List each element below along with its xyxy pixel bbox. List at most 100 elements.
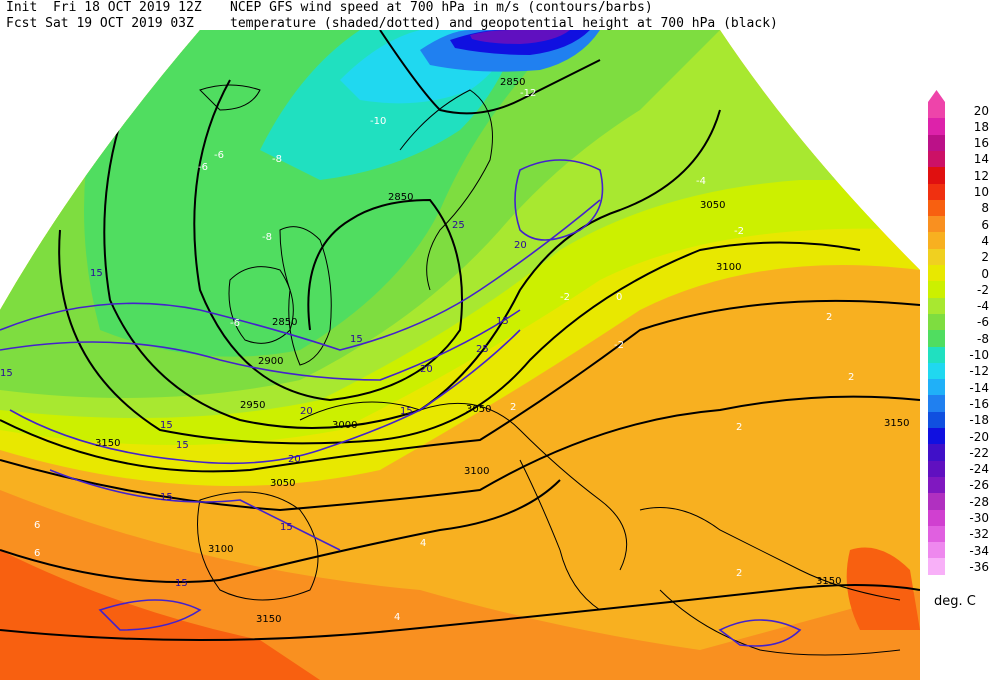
legend-swatch <box>928 476 945 494</box>
legend-swatch <box>928 183 945 201</box>
legend-swatch <box>928 313 945 331</box>
legend-swatch <box>928 150 945 168</box>
legend-entry: 6 <box>928 216 989 234</box>
legend-label: -34 <box>969 543 989 558</box>
height-labels: 2850 2850 2850 2900 2950 3000 3050 3050 … <box>95 77 909 625</box>
legend-arrow-top <box>928 90 945 102</box>
wind-speed-contours <box>0 159 802 647</box>
wind-label: 15 <box>175 578 188 589</box>
legend-swatch <box>928 395 945 413</box>
legend-entry: -22 <box>928 444 989 462</box>
legend-label: 18 <box>973 119 989 134</box>
wind-label: 15 <box>160 420 173 431</box>
wind-label: 15 <box>0 368 13 379</box>
init-time-label: Init Fri 18 OCT 2019 12Z <box>6 0 202 15</box>
deep-orange-region <box>0 550 320 680</box>
temperature-label: 2 <box>736 568 742 579</box>
legend-entry: 14 <box>928 150 989 168</box>
temperature-label: 2 <box>510 402 516 413</box>
height-label: 3150 <box>95 438 120 449</box>
map-header: Init Fri 18 OCT 2019 12Z Fcst Sat 19 OCT… <box>6 0 778 80</box>
legend-swatch <box>928 216 945 234</box>
height-label: 2850 <box>272 317 297 328</box>
temperature-label: 2 <box>826 312 832 323</box>
legend-label: 20 <box>973 103 989 118</box>
legend-swatch <box>928 118 945 136</box>
temperature-label: 2 <box>848 372 854 383</box>
legend-entry: 2 <box>928 248 989 266</box>
height-label: 3150 <box>884 418 909 429</box>
legend-entry: -10 <box>928 346 989 364</box>
legend-entry: -34 <box>928 542 989 560</box>
height-label: 3050 <box>270 478 295 489</box>
height-label: 2900 <box>258 356 283 367</box>
wind-label: 15 <box>280 522 293 533</box>
legend-entry: 8 <box>928 199 989 217</box>
purple-region <box>470 30 570 44</box>
wind-label: 20 <box>300 406 313 417</box>
forecast-time-label: Fcst Sat 19 OCT 2019 03Z <box>6 16 194 31</box>
wind-label: 20 <box>420 364 433 375</box>
legend-label: 16 <box>973 136 989 151</box>
legend-label: -28 <box>969 494 989 509</box>
wind-label: 15 <box>176 440 189 451</box>
legend-entry: 12 <box>928 167 989 185</box>
legend-label: 10 <box>973 185 989 199</box>
legend-label: -2 <box>977 282 989 297</box>
legend-swatch <box>928 411 945 429</box>
height-label: 2950 <box>240 400 265 411</box>
legend-label: -4 <box>977 299 989 314</box>
temperature-labels: -12 -10 -8 -8 -6 -6 -6 -4 -2 -2 -2 0 2 2… <box>34 88 854 623</box>
legend-swatch <box>928 460 945 478</box>
legend-entry: -12 <box>928 362 989 380</box>
legend-label: -14 <box>969 380 989 395</box>
legend-entry: 20 <box>928 102 989 119</box>
legend-label: 2 <box>981 250 989 265</box>
height-label: 2850 <box>388 192 413 203</box>
legend-label: 0 <box>981 266 989 281</box>
legend-swatch <box>928 199 945 217</box>
legend-swatch <box>928 102 945 119</box>
legend-swatch <box>928 248 945 266</box>
legend-entry: -8 <box>928 330 989 348</box>
wind-label: 25 <box>452 220 465 231</box>
temperature-label: -12 <box>520 88 536 99</box>
legend-label: 14 <box>973 152 989 167</box>
temperature-label: -2 <box>734 226 744 237</box>
legend-entry: 0 <box>928 265 989 282</box>
temperature-label: 2 <box>736 422 742 433</box>
wind-label: 15 <box>90 268 103 279</box>
temperature-label: 4 <box>394 612 400 623</box>
legend-entry: -16 <box>928 395 989 413</box>
temperature-label: -8 <box>262 232 272 243</box>
legend-entry: -32 <box>928 525 989 543</box>
legend-swatch <box>928 232 945 250</box>
wind-label: 20 <box>514 240 527 251</box>
height-label: 3000 <box>332 420 357 431</box>
temperature-label: -10 <box>370 116 386 127</box>
legend-entry: 10 <box>928 183 989 201</box>
legend-label: -24 <box>969 462 989 477</box>
legend-label: -26 <box>969 478 989 493</box>
legend-label: 8 <box>981 201 989 216</box>
legend-entry: -20 <box>928 428 989 445</box>
legend-label: -16 <box>969 396 989 411</box>
legend-entry: -4 <box>928 297 989 315</box>
height-label: 3100 <box>208 544 233 555</box>
temperature-label: -8 <box>272 154 282 165</box>
height-label: 3100 <box>464 466 489 477</box>
temperature-label: 4 <box>420 538 426 549</box>
legend-entry: -14 <box>928 379 989 397</box>
legend-label: -12 <box>969 364 989 379</box>
legend-entry: -26 <box>928 476 989 494</box>
legend-label: -20 <box>969 429 989 444</box>
legend-entry: 16 <box>928 134 989 152</box>
coastlines <box>197 84 901 656</box>
weather-map: 2850 2850 2850 2900 2950 3000 3050 3050 … <box>0 30 920 680</box>
legend-entry: -28 <box>928 493 989 511</box>
legend-label: -18 <box>969 413 989 428</box>
temperature-label: 0 <box>616 292 622 303</box>
legend-label: -22 <box>969 445 989 460</box>
temperature-label: -2 <box>614 340 624 351</box>
legend-label: 4 <box>981 233 989 248</box>
